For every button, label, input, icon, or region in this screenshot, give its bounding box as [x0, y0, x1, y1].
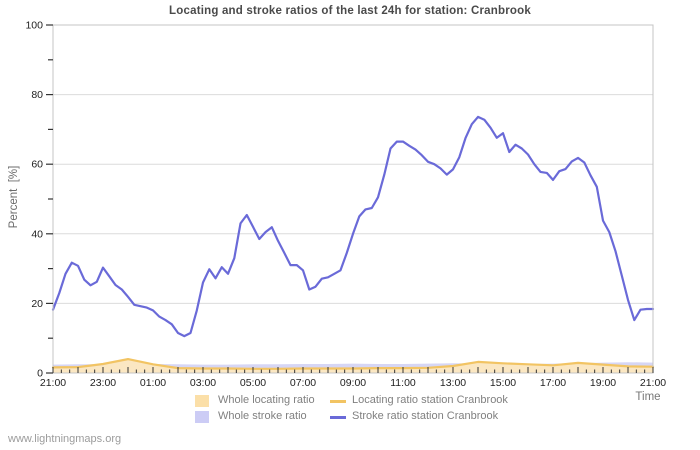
legend-swatch-whole-stroke	[195, 411, 209, 423]
plot-background	[53, 25, 653, 373]
x-tick-label-10: 17:00	[540, 377, 566, 389]
y-tick-label-60: 60	[31, 159, 43, 171]
y-tick-label-20: 20	[31, 298, 43, 310]
x-tick-label-6: 09:00	[340, 377, 366, 389]
legend-swatch-whole-locating	[195, 395, 209, 407]
line-series-3	[51, 115, 655, 338]
x-tick-label-7: 11:00	[390, 377, 416, 389]
x-tick-label-9: 15:00	[490, 377, 516, 389]
x-tick-label-11: 19:00	[590, 377, 616, 389]
x-tick-label-3: 03:00	[190, 377, 216, 389]
x-axis-label: Time	[635, 391, 661, 403]
legend: Whole locating ratio Whole stroke ratio …	[0, 393, 700, 427]
x-tick-label-2: 01:00	[140, 377, 166, 389]
x-tick-label-1: 23:00	[90, 377, 116, 389]
y-tick-label-80: 80	[31, 89, 43, 101]
chart-title: Locating and stroke ratios of the last 2…	[169, 5, 531, 17]
x-tick-label-8: 13:00	[440, 377, 466, 389]
legend-lineswatch-station-locating	[330, 400, 346, 403]
y-tick-label-40: 40	[31, 228, 43, 240]
legend-label-station-stroke: Stroke ratio station Cranbrook	[352, 410, 499, 422]
x-tick-label-0: 21:00	[40, 377, 66, 389]
watermark-link: www.lightningmaps.org	[8, 433, 122, 445]
legend-label-station-locating: Locating ratio station Cranbrook	[352, 394, 508, 406]
y-tick-label-100: 100	[25, 20, 43, 32]
legend-label-whole-stroke: Whole stroke ratio	[218, 410, 307, 422]
legend-label-whole-locating: Whole locating ratio	[218, 394, 315, 406]
x-tick-label-12: 21:00	[640, 377, 666, 389]
legend-lineswatch-station-stroke	[330, 416, 346, 419]
x-tick-label-5: 07:00	[290, 377, 316, 389]
y-tick-label-0: 0	[37, 368, 43, 380]
x-tick-label-4: 05:00	[240, 377, 266, 389]
